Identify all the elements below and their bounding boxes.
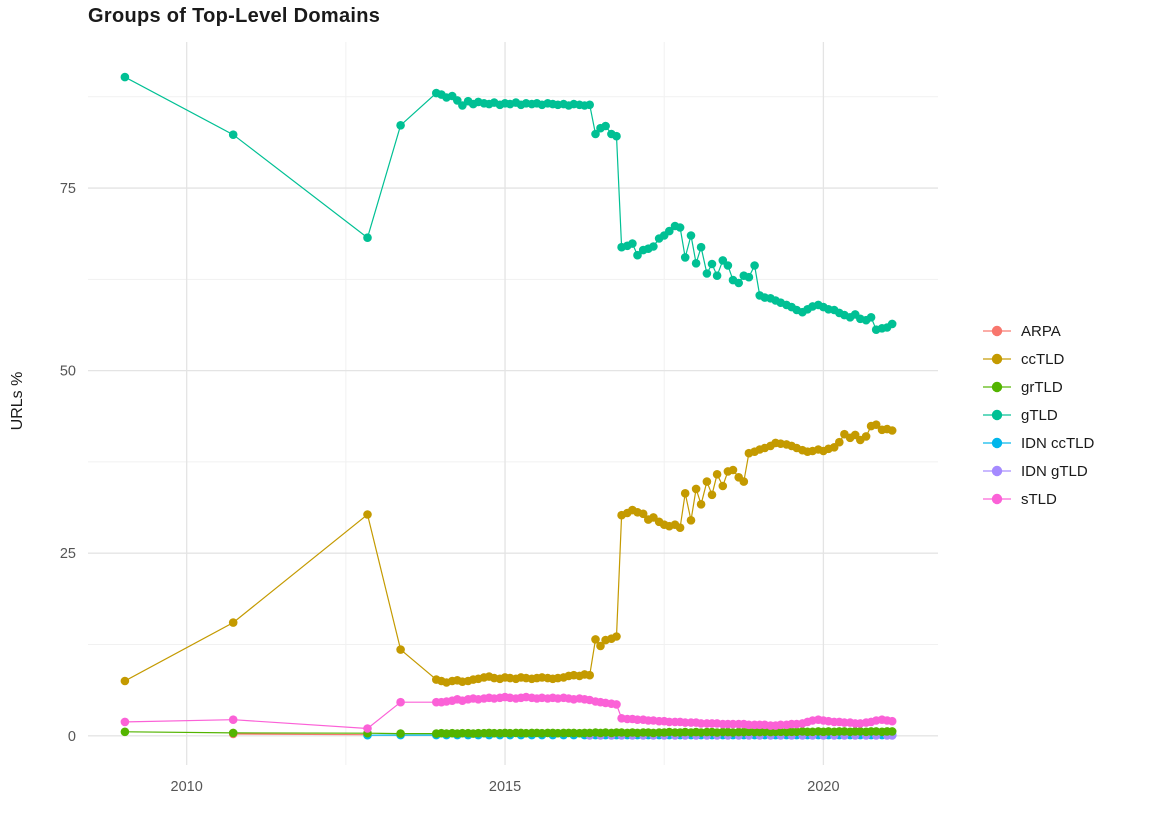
data-point	[712, 470, 722, 479]
data-point	[696, 242, 706, 252]
legend-label: ARPA	[1021, 322, 1061, 340]
data-point	[680, 253, 690, 262]
data-point	[696, 500, 706, 509]
data-point	[718, 481, 728, 491]
legend-item-gtld: gTLD	[982, 405, 1094, 425]
data-point	[686, 231, 696, 240]
data-point	[686, 516, 696, 525]
series-points-stld	[120, 692, 897, 733]
data-point	[396, 645, 405, 654]
x-tick-label: 2015	[489, 779, 521, 795]
data-point	[750, 261, 759, 270]
x-tick-label: 2010	[171, 779, 203, 795]
series-points-grtld	[120, 727, 897, 738]
y-tick-label: 25	[60, 546, 76, 562]
data-point	[723, 261, 733, 270]
data-point	[739, 477, 749, 486]
data-point	[665, 226, 674, 236]
legend-key-icon	[983, 437, 1011, 449]
data-point	[861, 432, 871, 441]
data-point	[601, 121, 610, 131]
data-point	[228, 715, 238, 724]
data-point	[633, 250, 642, 260]
data-point	[887, 426, 897, 435]
data-point	[638, 509, 648, 519]
data-point	[887, 716, 897, 726]
legend-label: IDN ccTLD	[1021, 434, 1095, 452]
data-point	[707, 490, 717, 500]
data-point	[612, 131, 621, 141]
data-point	[396, 697, 405, 707]
legend-key-icon	[983, 353, 1011, 365]
series-line-gtld	[124, 76, 893, 331]
legend-label: grTLD	[1021, 378, 1063, 396]
data-point	[680, 489, 690, 498]
series-line-arpa	[233, 733, 368, 736]
x-tick-label: 2020	[807, 779, 839, 795]
data-point	[585, 670, 594, 680]
data-point	[628, 239, 637, 248]
legend-label: IDN gTLD	[1021, 462, 1088, 480]
data-point	[887, 319, 897, 329]
data-point	[675, 523, 685, 532]
data-point	[649, 242, 658, 251]
data-point	[712, 271, 722, 281]
data-point	[744, 272, 754, 282]
data-point	[887, 727, 897, 736]
legend-key-icon	[983, 409, 1011, 421]
data-point	[228, 728, 238, 738]
data-point	[707, 259, 717, 269]
data-point	[612, 700, 621, 709]
data-point	[612, 632, 621, 641]
data-point	[596, 641, 605, 651]
data-point	[396, 121, 405, 130]
data-point	[728, 465, 738, 475]
data-point	[691, 259, 701, 268]
legend-item-idn-cctld: IDN ccTLD	[982, 433, 1094, 453]
data-point	[120, 676, 130, 686]
data-point	[591, 129, 600, 139]
data-point	[120, 72, 130, 82]
legend-item-idn-gtld: IDN gTLD	[982, 461, 1094, 481]
y-tick-label: 50	[60, 364, 76, 380]
data-point	[363, 510, 372, 519]
data-point	[120, 727, 130, 737]
legend-item-cctld: ccTLD	[982, 349, 1094, 369]
data-point	[228, 618, 238, 627]
legend-label: ccTLD	[1021, 350, 1065, 368]
series-points-gtld	[120, 72, 897, 335]
legend-key-icon	[983, 465, 1011, 477]
data-point	[363, 724, 372, 733]
data-point	[734, 278, 743, 288]
data-point	[585, 100, 594, 110]
chart-title: Groups of Top-Level Domains	[88, 5, 381, 27]
data-point	[871, 420, 881, 430]
data-point	[228, 130, 238, 139]
data-point	[120, 717, 130, 727]
series-points-cctld	[120, 420, 897, 687]
legend: ARPA ccTLD grTLD gTLD IDN ccTLD IDN gTLD sTLD	[982, 321, 1094, 509]
legend-key-icon	[983, 325, 1011, 337]
data-point	[702, 269, 712, 278]
legend-item-grtld: grTLD	[982, 377, 1094, 397]
data-point	[835, 437, 844, 447]
y-tick-label: 75	[60, 181, 76, 197]
legend-label: sTLD	[1021, 490, 1057, 508]
y-tick-label: 0	[68, 729, 76, 745]
data-point	[591, 635, 600, 644]
legend-item-arpa: ARPA	[982, 321, 1094, 341]
data-point	[866, 313, 876, 322]
legend-key-icon	[983, 381, 1011, 393]
data-point	[675, 223, 685, 232]
legend-item-stld: sTLD	[982, 489, 1094, 509]
data-point	[396, 729, 405, 738]
data-point	[702, 477, 712, 486]
data-point	[691, 484, 701, 494]
legend-label: gTLD	[1021, 406, 1058, 424]
data-point	[363, 233, 372, 242]
legend-key-icon	[983, 493, 1011, 505]
